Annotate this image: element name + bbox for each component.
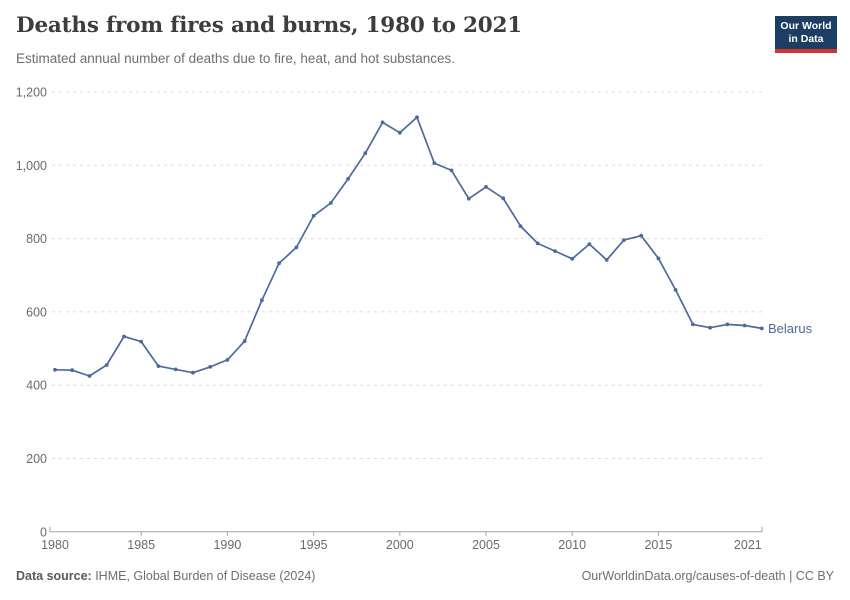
data-point-2006[interactable]	[501, 196, 506, 201]
owid-logo[interactable]: Our World in Data	[775, 16, 837, 53]
data-point-2013[interactable]	[622, 238, 626, 243]
y-tick-label-0: 0	[40, 525, 47, 539]
data-point-2011[interactable]	[587, 242, 592, 247]
data-point-2017[interactable]	[691, 322, 695, 327]
series-line-belarus[interactable]	[54, 116, 763, 377]
x-tick-label-2021: 2021	[734, 538, 762, 552]
data-point-2008[interactable]	[535, 241, 540, 246]
data-point-2000[interactable]	[397, 130, 402, 135]
y-tick-label-800: 800	[26, 232, 47, 246]
data-point-1995[interactable]	[311, 214, 316, 218]
data-point-1996[interactable]	[328, 201, 333, 205]
data-point-1986[interactable]	[156, 364, 161, 368]
data-point-2007[interactable]	[518, 224, 523, 229]
data-point-2020[interactable]	[742, 323, 747, 328]
y-tick-label-1200: 1,200	[16, 86, 47, 100]
data-point-2010[interactable]	[570, 256, 575, 261]
attribution-link[interactable]: OurWorldinData.org/causes-of-death | CC …	[581, 569, 834, 583]
entity-label[interactable]: Belarus	[768, 321, 813, 336]
x-tick-label-1985: 1985	[127, 538, 155, 552]
data-point-2019[interactable]	[725, 322, 730, 327]
data-point-2002[interactable]	[432, 161, 437, 166]
data-point-1989[interactable]	[208, 365, 213, 369]
x-tick-label-2000: 2000	[386, 538, 414, 552]
data-point-2018[interactable]	[708, 325, 712, 330]
data-source-label: Data source:	[16, 569, 92, 583]
data-point-2016[interactable]	[673, 288, 678, 292]
data-point-2012[interactable]	[604, 258, 609, 262]
data-point-1994[interactable]	[294, 245, 299, 250]
data-point-2021[interactable]	[759, 326, 764, 331]
data-point-1991[interactable]	[242, 339, 247, 344]
data-point-1981[interactable]	[70, 368, 75, 373]
data-point-1984[interactable]	[122, 334, 126, 339]
owid-logo-line1: Our World	[780, 20, 832, 32]
chart-subtitle: Estimated annual number of deaths due to…	[16, 51, 456, 66]
data-point-2001[interactable]	[415, 115, 419, 120]
data-point-1982[interactable]	[87, 374, 92, 378]
data-point-1998[interactable]	[363, 151, 368, 156]
x-tick-label-2015: 2015	[644, 538, 672, 552]
x-tick-label-1995: 1995	[300, 538, 328, 552]
data-point-1985[interactable]	[139, 339, 144, 344]
data-point-2015[interactable]	[656, 256, 661, 261]
data-point-2004[interactable]	[466, 196, 471, 201]
data-point-1999[interactable]	[380, 120, 385, 125]
x-tick-label-1980: 1980	[41, 538, 69, 552]
data-point-1988[interactable]	[191, 370, 195, 375]
chart-footer: Data source: IHME, Global Burden of Dise…	[16, 569, 834, 583]
data-point-1987[interactable]	[173, 367, 178, 372]
data-source-text: Data source: IHME, Global Burden of Dise…	[16, 569, 315, 583]
data-point-2003[interactable]	[449, 168, 454, 173]
x-tick-label-1990: 1990	[213, 538, 241, 552]
data-point-2014[interactable]	[639, 233, 644, 238]
data-point-1993[interactable]	[277, 261, 281, 266]
data-point-1980[interactable]	[53, 367, 57, 372]
y-tick-label-1000: 1,000	[16, 159, 47, 173]
page-title: Deaths from fires and burns, 1980 to 202…	[16, 13, 523, 38]
data-point-1997[interactable]	[346, 177, 350, 181]
data-point-1983[interactable]	[104, 363, 109, 367]
data-source-value: IHME, Global Burden of Disease (2024)	[91, 569, 316, 583]
owid-logo-line2: in Data	[788, 32, 824, 45]
x-tick-label-2005: 2005	[472, 538, 500, 552]
y-tick-label-600: 600	[26, 305, 47, 319]
data-point-1992[interactable]	[260, 298, 264, 303]
y-tick-label-400: 400	[26, 379, 47, 393]
y-tick-label-200: 200	[26, 452, 47, 466]
data-point-2005[interactable]	[484, 185, 488, 189]
data-point-1990[interactable]	[225, 358, 230, 362]
data-point-2009[interactable]	[553, 249, 557, 254]
x-tick-label-2010: 2010	[558, 538, 586, 552]
